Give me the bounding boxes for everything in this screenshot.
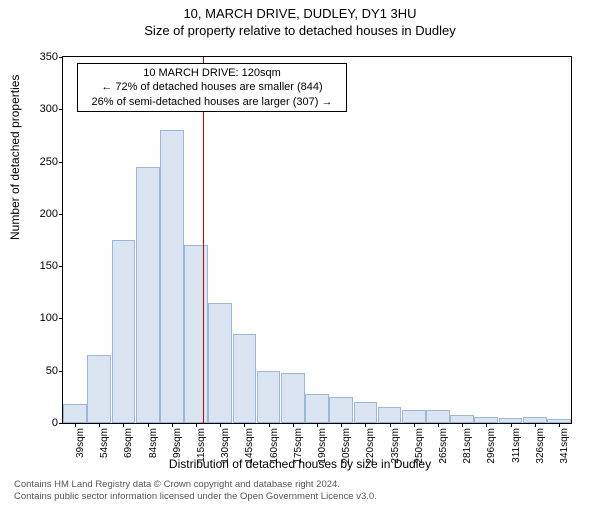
xtick-mark — [196, 423, 197, 427]
ytick-label: 350 — [40, 51, 58, 63]
histogram-bar — [547, 419, 571, 423]
xtick-mark — [123, 423, 124, 427]
xtick-label: 115sqm — [196, 428, 207, 468]
histogram-bar — [63, 404, 87, 423]
ytick-mark — [59, 318, 63, 319]
histogram-bar — [305, 394, 329, 423]
histogram-bar — [499, 418, 523, 423]
xtick-mark — [148, 423, 149, 427]
histogram-bar — [112, 240, 136, 423]
xtick-mark — [317, 423, 318, 427]
histogram-bar — [474, 417, 498, 423]
y-axis-label: Number of detached properties — [8, 75, 22, 240]
xtick-label: 311sqm — [511, 428, 522, 468]
histogram-bar — [184, 245, 208, 423]
xtick-label: 220sqm — [365, 428, 376, 468]
ytick-label: 250 — [40, 156, 58, 168]
xtick-label: 250sqm — [414, 428, 425, 468]
ytick-label: 50 — [46, 365, 58, 377]
xtick-label: 190sqm — [317, 428, 328, 468]
histogram-bar — [281, 373, 305, 423]
histogram-bar — [402, 410, 426, 423]
annotation-line-3: 26% of semi-detached houses are larger (… — [84, 95, 340, 109]
ytick-label: 100 — [40, 312, 58, 324]
ytick-mark — [59, 266, 63, 267]
ytick-mark — [59, 214, 63, 215]
title-sub: Size of property relative to detached ho… — [0, 23, 600, 38]
xtick-mark — [269, 423, 270, 427]
xtick-label: 265sqm — [438, 428, 449, 468]
xtick-mark — [365, 423, 366, 427]
footer-line-1: Contains HM Land Registry data © Crown c… — [14, 479, 377, 490]
title-main: 10, MARCH DRIVE, DUDLEY, DY1 3HU — [0, 6, 600, 21]
xtick-mark — [75, 423, 76, 427]
xtick-label: 326sqm — [535, 428, 546, 468]
xtick-label: 69sqm — [123, 428, 134, 468]
ytick-mark — [59, 423, 63, 424]
xtick-mark — [99, 423, 100, 427]
xtick-mark — [220, 423, 221, 427]
ytick-mark — [59, 57, 63, 58]
xtick-mark — [172, 423, 173, 427]
histogram-bar — [208, 303, 232, 423]
histogram-bar — [378, 407, 402, 423]
ytick-label: 0 — [52, 417, 58, 429]
histogram-bar — [523, 417, 547, 423]
xtick-label: 130sqm — [220, 428, 231, 468]
histogram-bar — [257, 371, 281, 423]
xtick-label: 39sqm — [75, 428, 86, 468]
xtick-label: 145sqm — [244, 428, 255, 468]
xtick-mark — [559, 423, 560, 427]
histogram-bar — [87, 355, 111, 423]
ytick-label: 150 — [40, 260, 58, 272]
xtick-label: 175sqm — [293, 428, 304, 468]
histogram-bar — [160, 130, 184, 423]
xtick-label: 281sqm — [462, 428, 473, 468]
xtick-mark — [462, 423, 463, 427]
histogram-bar — [450, 415, 474, 423]
ytick-mark — [59, 371, 63, 372]
xtick-mark — [293, 423, 294, 427]
ytick-label: 300 — [40, 103, 58, 115]
xtick-label: 205sqm — [341, 428, 352, 468]
histogram-bar — [426, 410, 450, 423]
ytick-label: 200 — [40, 208, 58, 220]
xtick-label: 235sqm — [390, 428, 401, 468]
xtick-mark — [390, 423, 391, 427]
xtick-label: 99sqm — [172, 428, 183, 468]
annotation-box: 10 MARCH DRIVE: 120sqm ← 72% of detached… — [77, 63, 347, 112]
histogram-bar — [233, 334, 257, 423]
footer-attribution: Contains HM Land Registry data © Crown c… — [14, 479, 377, 502]
xtick-mark — [438, 423, 439, 427]
reference-line — [203, 57, 204, 423]
histogram-bar — [329, 397, 353, 423]
ytick-mark — [59, 162, 63, 163]
xtick-mark — [244, 423, 245, 427]
xtick-mark — [511, 423, 512, 427]
xtick-label: 341sqm — [559, 428, 570, 468]
xtick-label: 54sqm — [99, 428, 110, 468]
xtick-mark — [414, 423, 415, 427]
xtick-label: 296sqm — [486, 428, 497, 468]
xtick-mark — [341, 423, 342, 427]
histogram-bar — [136, 167, 160, 423]
xtick-mark — [535, 423, 536, 427]
annotation-line-2: ← 72% of detached houses are smaller (84… — [84, 80, 340, 94]
xtick-label: 160sqm — [269, 428, 280, 468]
footer-line-2: Contains public sector information licen… — [14, 491, 377, 502]
histogram-bar — [354, 402, 378, 423]
xtick-label: 84sqm — [148, 428, 159, 468]
ytick-mark — [59, 109, 63, 110]
annotation-line-1: 10 MARCH DRIVE: 120sqm — [84, 66, 340, 80]
xtick-mark — [486, 423, 487, 427]
